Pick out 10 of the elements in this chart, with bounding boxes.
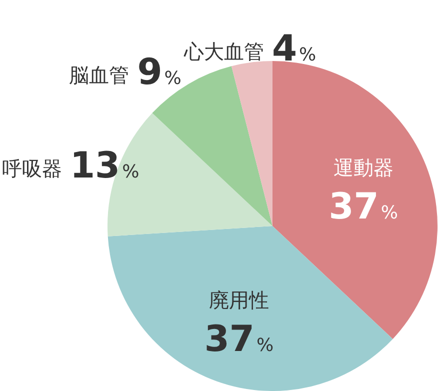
data-label: 13% (70, 145, 140, 186)
slice-label: 運動器 (333, 156, 394, 180)
slice-label: 心大血管 (182, 39, 264, 64)
slice-label: 呼吸器 (2, 156, 62, 180)
slice-label: 脳血管 (69, 62, 130, 87)
data-label: 9% (137, 52, 182, 93)
data-label: 4% (272, 28, 316, 70)
data-label: 37% (204, 319, 274, 360)
slice-label: 廃用性 (208, 288, 269, 312)
data-label: 37% (328, 186, 398, 228)
